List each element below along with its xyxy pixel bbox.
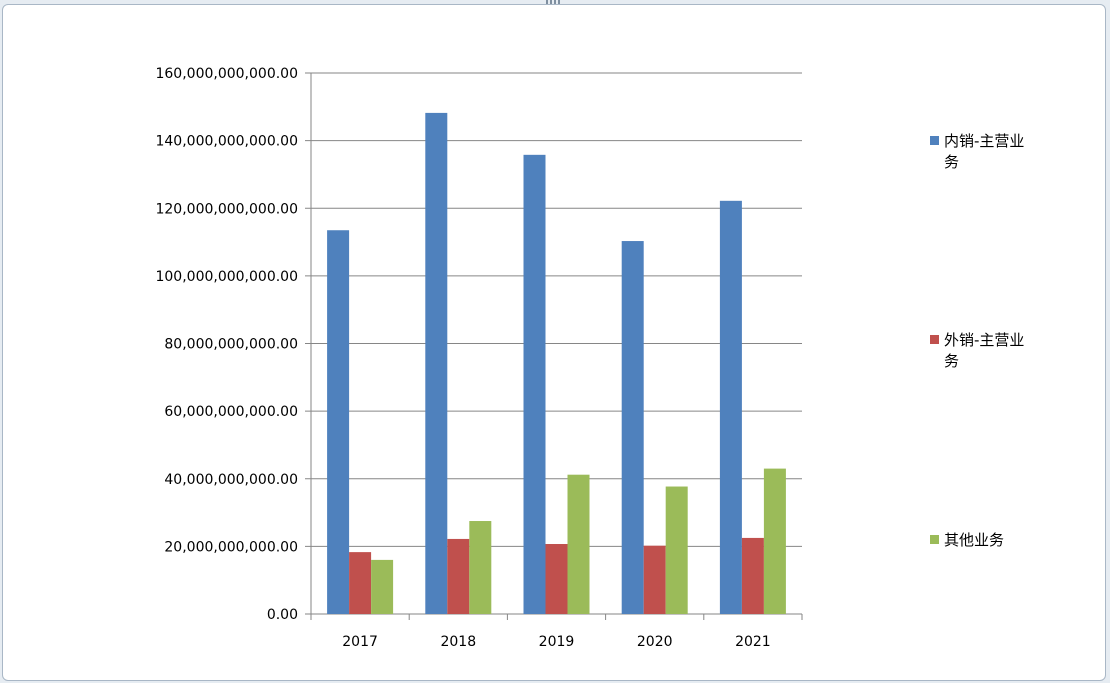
y-tick-label: 80,000,000,000.00	[164, 337, 298, 353]
x-tick-label: 2019	[539, 634, 575, 650]
y-tick-label: 20,000,000,000.00	[164, 539, 298, 555]
legend-label: 务	[944, 352, 959, 370]
bar-内销-主营业务-2019	[523, 154, 546, 615]
bar-外销-主营业务-2017	[349, 552, 372, 614]
y-tick-label: 0.00	[267, 607, 298, 623]
bar-其他业务-2020	[665, 486, 688, 614]
legend-label: 外销-主营业	[944, 331, 1024, 349]
bars	[327, 112, 786, 615]
legend-label: 内销-主营业	[944, 132, 1024, 150]
legend-label: 务	[944, 153, 959, 171]
x-tick-label: 2021	[735, 634, 771, 650]
y-tick-label: 100,000,000,000.00	[155, 269, 298, 285]
legend-swatch	[930, 335, 939, 344]
bar-外销-主营业务-2021	[741, 537, 764, 614]
y-tick-label: 60,000,000,000.00	[164, 404, 298, 420]
bar-外销-主营业务-2019	[545, 544, 568, 614]
y-tick-label: 40,000,000,000.00	[164, 472, 298, 488]
resize-handle[interactable]	[546, 0, 562, 4]
bar-外销-主营业务-2020	[643, 545, 666, 614]
bar-内销-主营业务-2018	[425, 112, 448, 615]
bar-外销-主营业务-2018	[447, 538, 470, 614]
x-tick-label: 2017	[342, 634, 378, 650]
bar-内销-主营业务-2020	[621, 241, 644, 614]
bar-内销-主营业务-2021	[719, 200, 742, 614]
bar-其他业务-2021	[763, 468, 786, 614]
y-tick-label: 120,000,000,000.00	[155, 201, 298, 217]
y-axis-tick-labels: 0.00 20,000,000,000.00 40,000,000,000.00 60…	[155, 66, 298, 623]
bar-其他业务-2018	[469, 521, 492, 614]
y-tick-label: 140,000,000,000.00	[155, 134, 298, 150]
legend-swatch	[930, 136, 939, 145]
x-tick-label: 2020	[637, 634, 673, 650]
y-tick-label: 160,000,000,000.00	[155, 66, 298, 82]
legend-swatch	[930, 535, 939, 544]
bar-其他业务-2017	[371, 559, 394, 614]
bar-内销-主营业务-2017	[327, 230, 350, 614]
x-tick-label: 2018	[440, 634, 476, 650]
legend-label: 其他业务	[944, 531, 1004, 549]
bar-其他业务-2019	[567, 474, 590, 614]
x-axis-tick-labels: 2017 2018 2019 2020 2021	[342, 634, 770, 650]
